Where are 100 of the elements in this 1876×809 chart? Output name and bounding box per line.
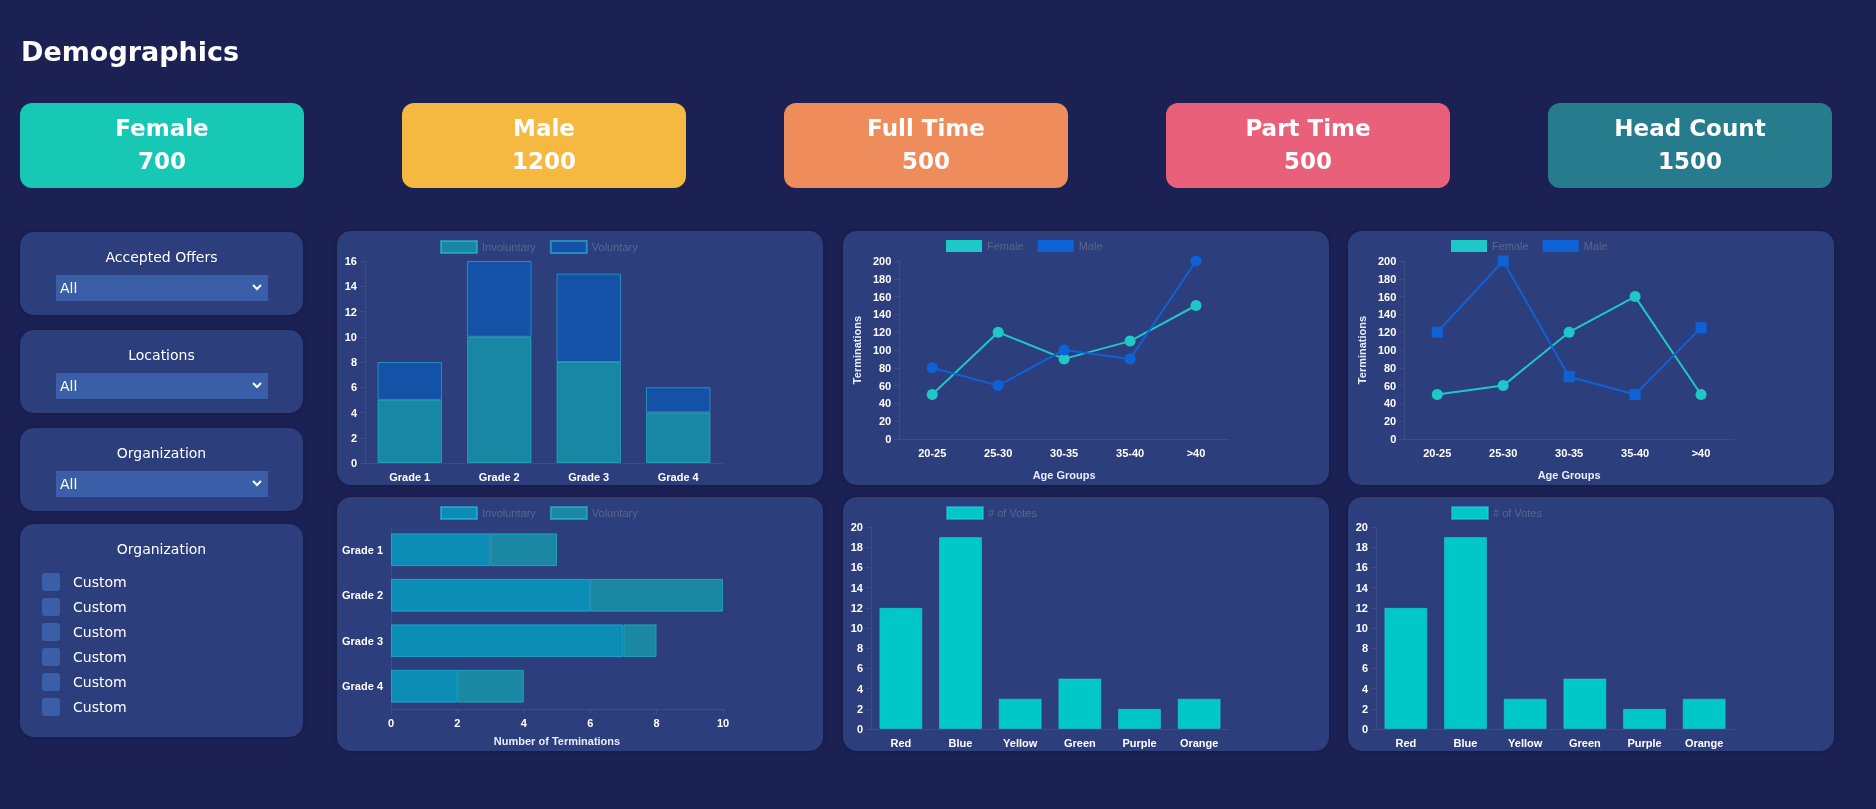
x-tick-label: 8 bbox=[653, 716, 660, 729]
point bbox=[1124, 353, 1136, 365]
x-tick-label: 10 bbox=[716, 716, 730, 729]
point bbox=[992, 326, 1004, 338]
y-tick-label: 120 bbox=[1377, 326, 1397, 339]
category-label: Custom bbox=[73, 673, 127, 690]
y-tick-label: 12 bbox=[850, 601, 863, 614]
x-tick-label: 0 bbox=[387, 716, 395, 729]
y-tick-label: 80 bbox=[879, 361, 892, 374]
text: Organization bbox=[115, 541, 208, 557]
bar bbox=[1118, 708, 1161, 729]
dropdown-field: All bbox=[56, 275, 268, 301]
x-tick-label: Grade 3 bbox=[568, 470, 610, 483]
data-label: 500 bbox=[1283, 147, 1333, 176]
category-label: Organization bbox=[115, 445, 208, 461]
point bbox=[1431, 389, 1443, 400]
x-tick-label: Purple bbox=[1627, 736, 1662, 749]
y-tick-label: 100 bbox=[872, 344, 892, 356]
y-tick-label: 10 bbox=[850, 622, 863, 634]
y-axis-title: Terminations bbox=[1355, 315, 1368, 385]
data-label: 700 bbox=[137, 147, 187, 176]
bar bbox=[1384, 607, 1428, 729]
point bbox=[1563, 371, 1575, 383]
x-tick-label: Red bbox=[890, 736, 912, 749]
x-tick-label: Grade 1 bbox=[389, 470, 431, 483]
bar bbox=[1682, 698, 1726, 729]
bar bbox=[1444, 537, 1487, 729]
point bbox=[1497, 380, 1509, 392]
y-tick-label: 6 bbox=[350, 381, 357, 394]
data-label: 1200 bbox=[511, 147, 577, 176]
y-tick-label: 0 bbox=[350, 457, 357, 469]
x-axis-title: Age Groups bbox=[1032, 468, 1096, 481]
x-tick-label: Orange bbox=[1684, 736, 1724, 749]
y-tick-label: 180 bbox=[1377, 272, 1397, 285]
y-tick-label: 10 bbox=[1355, 622, 1368, 634]
x-tick-label: 25-30 bbox=[984, 446, 1013, 459]
point bbox=[1695, 389, 1707, 400]
y-tick-label: 16 bbox=[850, 561, 863, 574]
y-tick-label: 160 bbox=[1377, 290, 1397, 303]
point bbox=[1431, 326, 1443, 338]
x-tick-label: Yellow bbox=[1508, 736, 1543, 749]
y-tick-label: 40 bbox=[879, 397, 892, 410]
x-tick-label: 30-35 bbox=[1050, 446, 1079, 459]
x-tick-label: Blue bbox=[1453, 736, 1478, 749]
y-tick-label: 140 bbox=[1377, 308, 1397, 321]
point bbox=[1695, 322, 1707, 334]
category-label: Locations bbox=[127, 347, 196, 363]
bar bbox=[1563, 678, 1607, 729]
y-tick-label: 6 bbox=[856, 662, 863, 675]
x-tick-label: Grade 4 bbox=[657, 470, 700, 483]
x-tick-label: Blue bbox=[948, 736, 973, 749]
y-tick-label: 40 bbox=[1384, 397, 1397, 410]
y-tick-label: Grade 1 bbox=[342, 543, 383, 556]
bar bbox=[1623, 708, 1666, 729]
y-tick-label: 4 bbox=[1361, 682, 1369, 695]
y-tick-label: 60 bbox=[879, 379, 892, 392]
bar bbox=[879, 607, 923, 729]
y-tick-label: 12 bbox=[1355, 601, 1368, 614]
y-tick-label: 14 bbox=[344, 280, 358, 293]
x-tick-label: 2 bbox=[454, 716, 461, 729]
data-label: 500 bbox=[901, 147, 951, 176]
x-tick-label: 25-30 bbox=[1489, 446, 1518, 459]
category-label: Custom bbox=[73, 648, 127, 665]
y-tick-label: 100 bbox=[1377, 344, 1397, 356]
category-label: Accepted Offers bbox=[104, 249, 219, 265]
category-label: Head Count bbox=[1613, 114, 1767, 143]
y-tick-label: 160 bbox=[872, 290, 892, 303]
y-tick-label: 18 bbox=[850, 541, 863, 554]
category-label: Female bbox=[114, 114, 210, 143]
dropdown-field: All bbox=[56, 373, 268, 399]
y-tick-label: Grade 3 bbox=[342, 634, 383, 647]
x-tick-label: >40 bbox=[1186, 446, 1206, 459]
dropdown-field: All bbox=[56, 471, 268, 497]
category-label: Part Time bbox=[1244, 114, 1372, 143]
category-label: Custom bbox=[73, 698, 127, 715]
point bbox=[1497, 255, 1509, 267]
y-tick-label: 140 bbox=[872, 308, 892, 321]
y-tick-label: Grade 2 bbox=[342, 589, 383, 602]
x-tick-label: 30-35 bbox=[1555, 446, 1584, 459]
y-tick-label: Grade 4 bbox=[342, 680, 384, 693]
y-tick-label: 200 bbox=[872, 255, 892, 267]
y-tick-label: 16 bbox=[344, 255, 357, 267]
x-tick-label: Green bbox=[1063, 736, 1097, 749]
y-tick-label: 14 bbox=[850, 581, 864, 594]
x-tick-label: 35-40 bbox=[1621, 446, 1650, 459]
y-tick-label: 2 bbox=[1361, 702, 1368, 715]
y-tick-label: 8 bbox=[1361, 642, 1368, 655]
point bbox=[1190, 300, 1202, 311]
point bbox=[1629, 389, 1641, 400]
data-label: 1500 bbox=[1657, 147, 1723, 176]
x-tick-label: Red bbox=[1395, 736, 1417, 749]
y-tick-label: 14 bbox=[1355, 581, 1369, 594]
y-tick-label: 8 bbox=[350, 356, 357, 368]
point bbox=[992, 380, 1004, 392]
x-tick-label: Purple bbox=[1122, 736, 1157, 749]
bar bbox=[939, 537, 982, 729]
y-tick-label: 12 bbox=[344, 305, 357, 318]
point bbox=[1563, 326, 1575, 338]
x-tick-label: 20-25 bbox=[1423, 446, 1452, 459]
category-label: Custom bbox=[73, 598, 127, 615]
